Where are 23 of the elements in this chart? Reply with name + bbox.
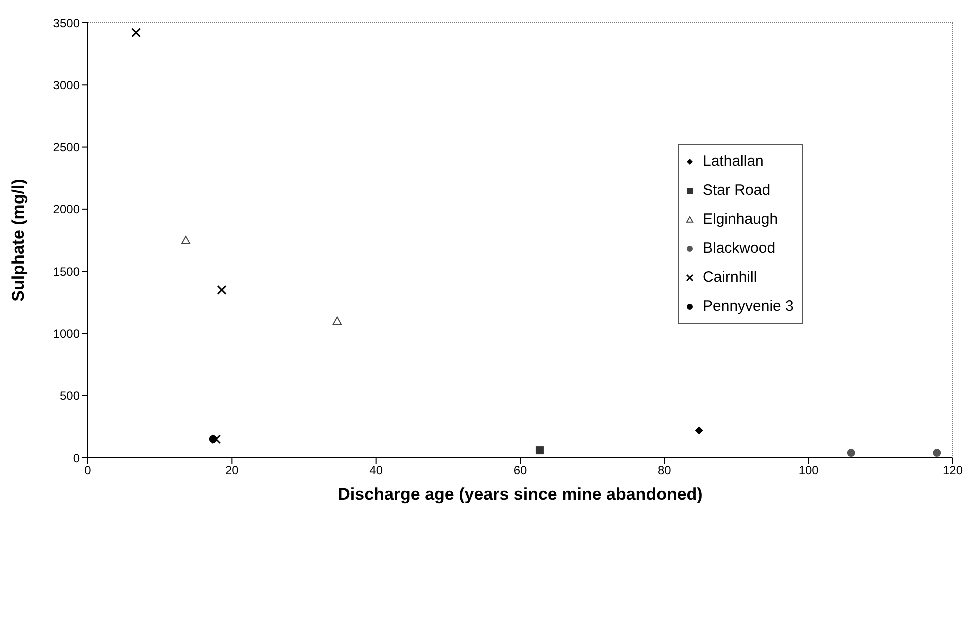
legend-label: Elginhaugh (703, 210, 778, 230)
legend-label: Star Road (703, 181, 771, 201)
x-tick-label: 40 (370, 464, 384, 478)
x-tick-label: 20 (225, 464, 240, 478)
y-tick-label: 500 (60, 389, 80, 404)
x-tick-label: 80 (658, 464, 672, 478)
legend-label: Blackwood (703, 239, 776, 259)
y-tick-label: 1500 (53, 264, 80, 279)
legend-label: Pennyvenie 3 (703, 297, 794, 317)
y-tick-label: 3500 (53, 16, 80, 30)
y-tick-label: 2000 (53, 202, 80, 217)
x-tick-label: 0 (84, 464, 92, 478)
y-tick-label: 0 (73, 451, 80, 466)
legend-label: Cairnhill (703, 268, 758, 288)
y-tick-label: 2500 (53, 140, 80, 155)
y-axis-title: Sulphate (mg/l) (9, 179, 28, 302)
x-tick-label: 100 (798, 464, 820, 478)
x-axis-title: Discharge age (years since mine abandoned) (338, 485, 703, 504)
y-tick-label: 1000 (53, 326, 80, 341)
y-tick-label: 3000 (53, 78, 80, 92)
legend-label: Lathallan (703, 152, 764, 172)
x-tick-label: 60 (514, 464, 528, 478)
x-tick-label: 120 (942, 464, 964, 478)
